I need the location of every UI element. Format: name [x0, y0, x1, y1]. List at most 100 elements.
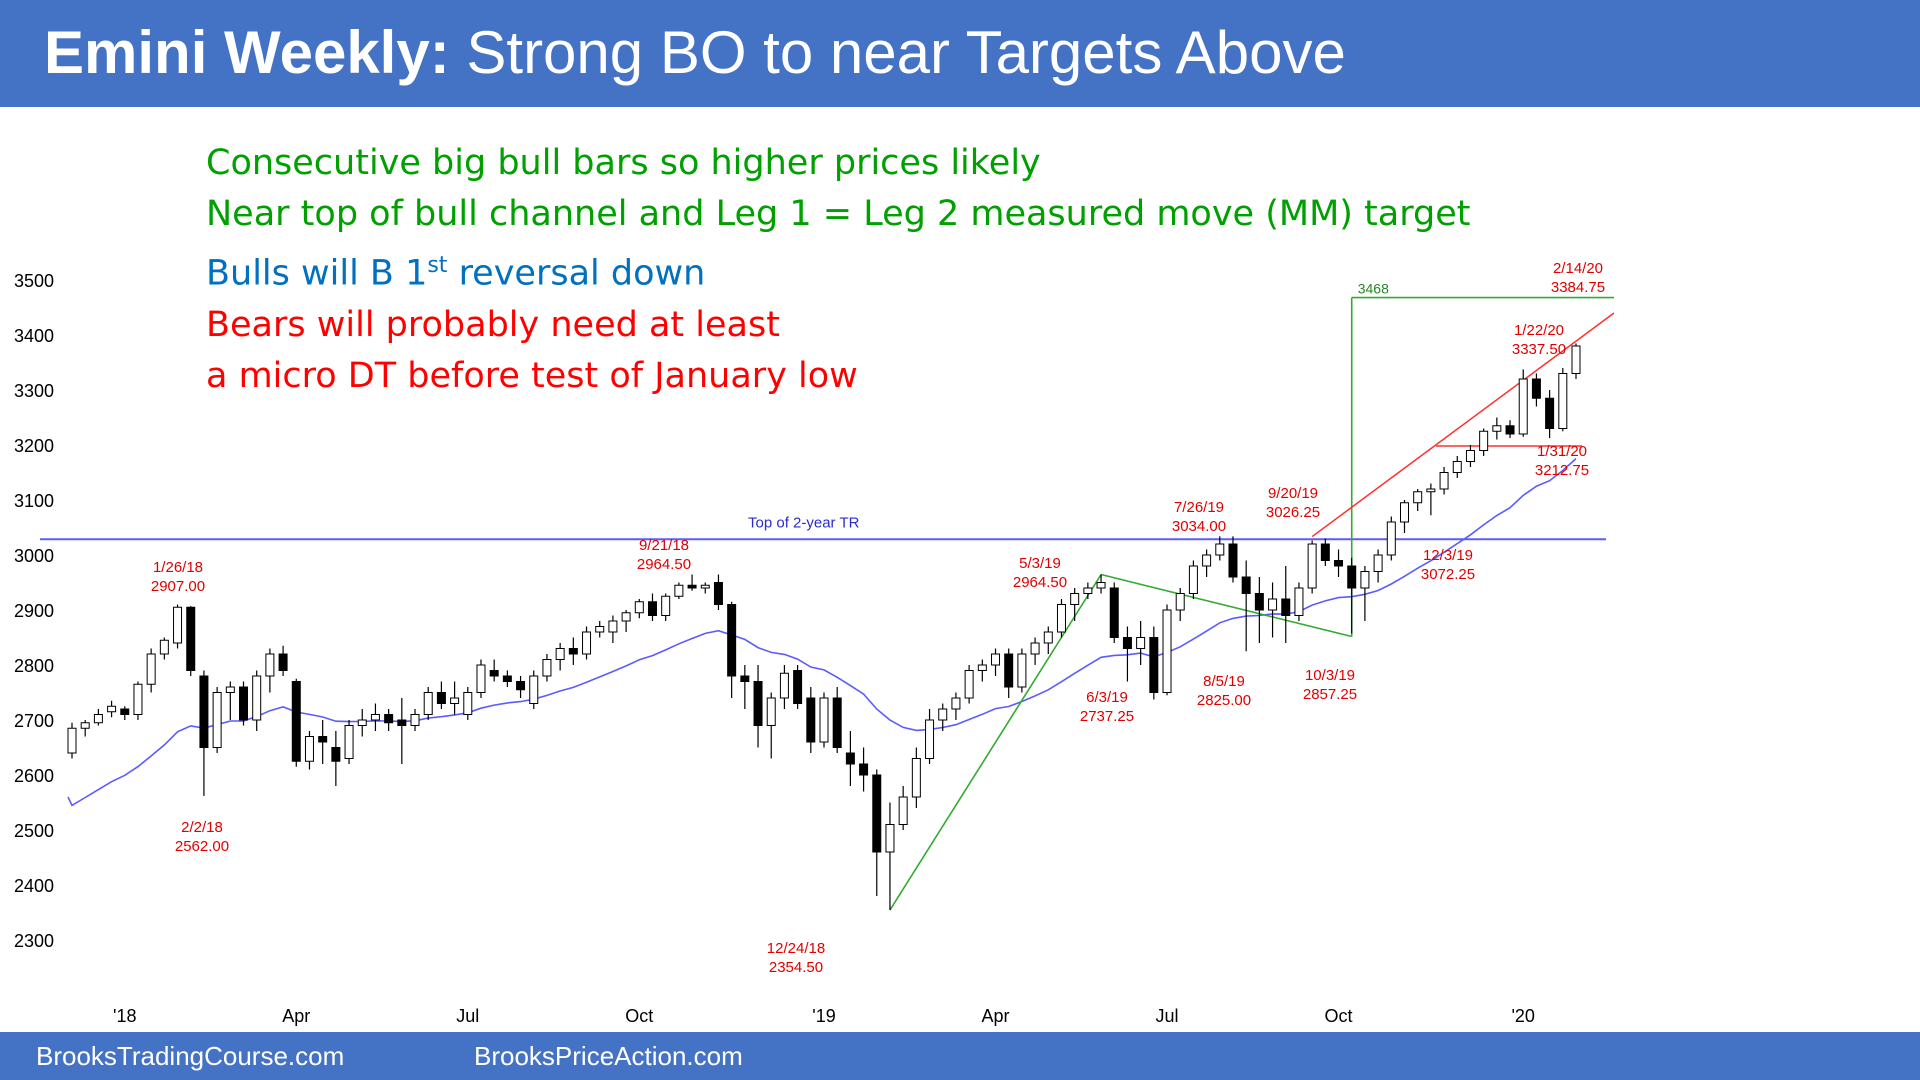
bull-candle — [911, 758, 921, 798]
bull-candle — [423, 692, 433, 715]
bull-candle — [595, 626, 605, 633]
bull-candle — [779, 672, 789, 699]
y-tick-label: 2400 — [14, 876, 54, 896]
bull-candle — [964, 670, 974, 699]
candlestick-chart: 2300 2400 2500 2600 2700 2800 2900 3000 3100 3200… — [14, 260, 1615, 1026]
annotation-date: 2/14/20 — [1553, 260, 1603, 277]
bull-candle — [1294, 587, 1304, 616]
bull-candle — [476, 664, 486, 693]
trading-range-label: Top of 2-year TR — [748, 514, 860, 531]
bear-candle — [278, 653, 288, 671]
bull-candle — [1188, 565, 1198, 594]
bull-candle — [951, 697, 961, 710]
bear-candle — [845, 752, 855, 765]
annotation-date: 1/31/20 — [1537, 443, 1587, 460]
bear-candle — [832, 697, 842, 748]
bull-candle — [1268, 598, 1278, 611]
annotation-price: 3026.25 — [1266, 504, 1320, 521]
note-line-5: a micro DT before test of January low — [206, 355, 858, 396]
annotation-price: 2737.25 — [1080, 708, 1134, 725]
y-tick-label: 2300 — [14, 931, 54, 951]
annotation-price: 3384.75 — [1551, 279, 1605, 296]
bull-candle — [159, 639, 169, 655]
annotation-price: 2964.50 — [637, 556, 691, 573]
bull-candle — [1373, 554, 1383, 572]
bear-candle — [186, 606, 196, 671]
y-tick-label: 2800 — [14, 656, 54, 676]
bull-candle — [463, 692, 473, 715]
bull-candle — [304, 736, 314, 762]
footer-left-link[interactable]: BrooksTradingCourse.com — [36, 1041, 345, 1071]
x-tick-label: '18 — [113, 1006, 136, 1026]
bull-candle — [1426, 488, 1436, 493]
bull-candle — [1479, 430, 1489, 451]
annotation-date: 5/3/19 — [1019, 555, 1061, 572]
bear-candle — [1004, 653, 1014, 688]
annotation-price: 2857.25 — [1303, 686, 1357, 703]
footer-right-link[interactable]: BrooksPriceAction.com — [474, 1041, 743, 1071]
note-line-3-b: reversal down — [447, 253, 706, 294]
bull-candle — [542, 659, 552, 677]
bull-candle — [93, 714, 103, 724]
bear-candle — [793, 670, 803, 704]
annotation-price: 3072.25 — [1421, 566, 1475, 583]
bull-channel-line — [1311, 312, 1615, 538]
bull-candle — [410, 714, 420, 726]
annotation-date: 9/21/18 — [639, 537, 689, 554]
bull-candle — [1175, 593, 1185, 611]
bull-candle — [621, 612, 631, 622]
bull-candle — [1202, 554, 1212, 567]
bull-candle — [1162, 609, 1172, 693]
bear-candle — [120, 708, 130, 715]
bear-candle — [1347, 565, 1357, 589]
annotation-date: 1/22/20 — [1514, 322, 1564, 339]
bull-candle — [1017, 653, 1027, 688]
y-tick-label: 3400 — [14, 326, 54, 346]
y-tick-label: 3200 — [14, 436, 54, 456]
bear-candle — [687, 584, 697, 589]
bear-candle — [713, 582, 723, 605]
x-tick-label: Oct — [625, 1006, 653, 1026]
bull-candle — [1492, 425, 1502, 432]
bull-candle — [1518, 378, 1528, 435]
bear-candle — [1122, 637, 1132, 649]
x-tick-label: '19 — [812, 1006, 835, 1026]
bull-candle — [1083, 587, 1093, 594]
bull-candle — [146, 653, 156, 685]
bear-candle — [436, 692, 446, 704]
bull-candle — [1070, 593, 1080, 605]
bear-candle — [1241, 576, 1251, 594]
bear-candle — [199, 675, 209, 748]
bear-candle — [291, 681, 301, 762]
bull-candle — [450, 697, 460, 704]
bull-candle — [661, 595, 671, 616]
annotation-price: 2907.00 — [151, 578, 205, 595]
bull-candle — [1136, 637, 1146, 649]
bull-candle — [107, 705, 117, 713]
leg1-trend-line — [889, 574, 1102, 911]
bull-candle — [977, 664, 987, 671]
bear-candle — [318, 736, 328, 743]
bull-candle — [80, 722, 90, 729]
measured-move-target-label: 3468 — [1358, 281, 1389, 297]
bull-candle — [925, 719, 935, 759]
bull-candle — [370, 714, 380, 721]
annotation-date: 6/3/19 — [1086, 689, 1128, 706]
annotation-price: 3337.50 — [1512, 341, 1566, 358]
note-line-4: Bears will probably need at least — [206, 304, 780, 345]
pullback-trend-line — [1100, 573, 1352, 638]
bull-candle — [1413, 491, 1423, 504]
title-rest: Strong BO to near Targets Above — [449, 19, 1346, 86]
bear-candle — [1334, 560, 1344, 567]
annotation-price: 3034.00 — [1172, 518, 1226, 535]
page-title: Emini Weekly: Strong BO to near Targets … — [44, 18, 1346, 87]
bull-candle — [225, 686, 235, 693]
bear-candle — [489, 670, 499, 677]
bear-candle — [1254, 593, 1264, 611]
bull-candle — [67, 727, 77, 754]
bear-candle — [740, 675, 750, 682]
bull-candle — [991, 653, 1001, 666]
bear-candle — [647, 601, 657, 616]
annotation-price: 2825.00 — [1197, 692, 1251, 709]
bull-candle — [1307, 543, 1317, 589]
